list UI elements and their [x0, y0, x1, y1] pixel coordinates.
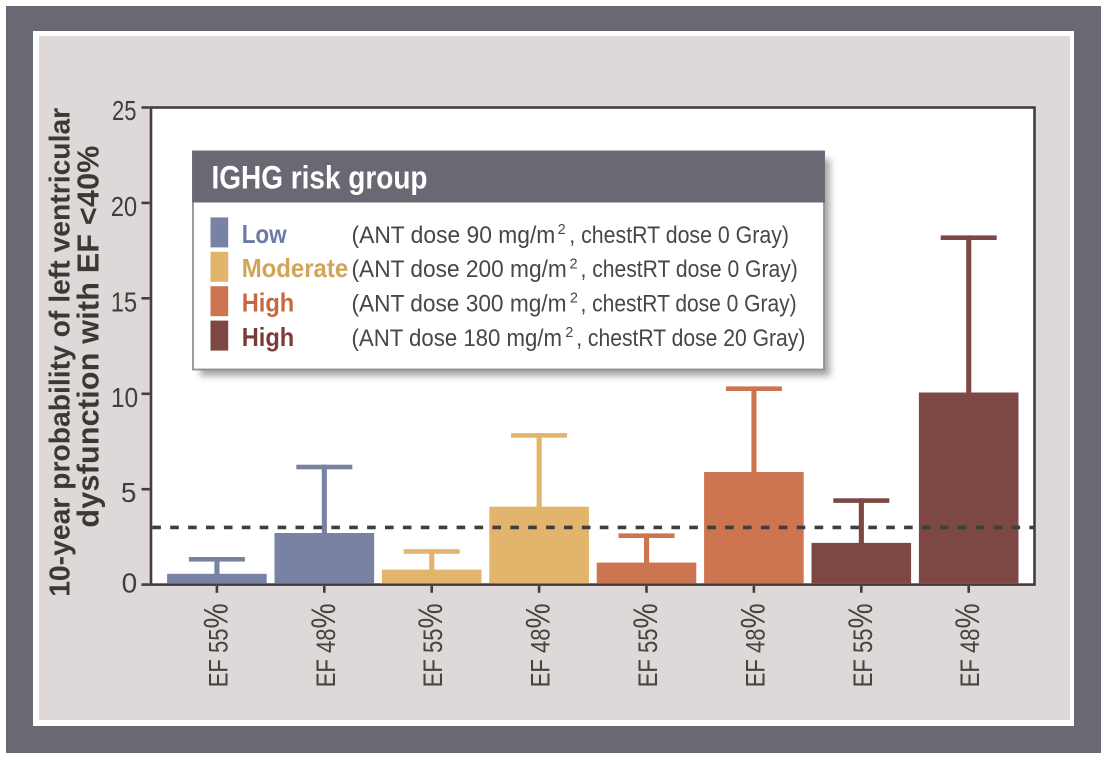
svg-text:15: 15 — [111, 286, 138, 317]
svg-text:2: 2 — [558, 222, 566, 238]
svg-text:(ANT dose 300 mg/m: (ANT dose 300 mg/m — [352, 291, 567, 318]
svg-text:EF 55%: EF 55% — [412, 603, 450, 687]
svg-text:0: 0 — [122, 568, 138, 599]
svg-text:EF 55%: EF 55% — [197, 603, 235, 687]
svg-text:2: 2 — [570, 291, 578, 307]
svg-text:10: 10 — [111, 382, 138, 413]
svg-text:(ANT dose 90 mg/m: (ANT dose 90 mg/m — [352, 222, 556, 249]
svg-text:, chestRT dose 20 Gray): , chestRT dose 20 Gray) — [576, 325, 805, 352]
svg-text:(ANT dose 180 mg/m: (ANT dose 180 mg/m — [352, 325, 563, 352]
svg-text:5: 5 — [121, 477, 137, 508]
svg-text:EF 48%: EF 48% — [305, 603, 343, 687]
svg-text:2: 2 — [570, 256, 578, 272]
svg-text:Moderate: Moderate — [242, 253, 349, 283]
svg-text:EF 48%: EF 48% — [949, 603, 987, 687]
svg-text:EF 48%: EF 48% — [734, 603, 772, 687]
svg-text:dysfunction with EF <40%: dysfunction with EF <40% — [72, 146, 106, 528]
svg-text:EF 48%: EF 48% — [520, 603, 558, 687]
svg-text:EF 55%: EF 55% — [842, 603, 880, 687]
svg-text:10-year probability of left ve: 10-year probability of left ventricular — [45, 108, 77, 597]
svg-text:Low: Low — [242, 219, 288, 249]
svg-text:High: High — [242, 322, 295, 352]
svg-text:2: 2 — [565, 325, 573, 341]
svg-text:25: 25 — [112, 95, 137, 126]
svg-text:20: 20 — [111, 191, 138, 222]
svg-text:High: High — [242, 288, 295, 318]
svg-text:, chestRT dose 0 Gray): , chestRT dose 0 Gray) — [581, 256, 798, 283]
svg-text:(ANT dose 200 mg/m: (ANT dose 200 mg/m — [352, 256, 567, 283]
svg-text:, chestRT dose 0 Gray): , chestRT dose 0 Gray) — [569, 222, 789, 249]
svg-text:EF 55%: EF 55% — [627, 603, 665, 687]
svg-text:IGHG risk group: IGHG risk group — [212, 160, 428, 196]
svg-text:, chestRT dose 0 Gray): , chestRT dose 0 Gray) — [581, 291, 797, 318]
